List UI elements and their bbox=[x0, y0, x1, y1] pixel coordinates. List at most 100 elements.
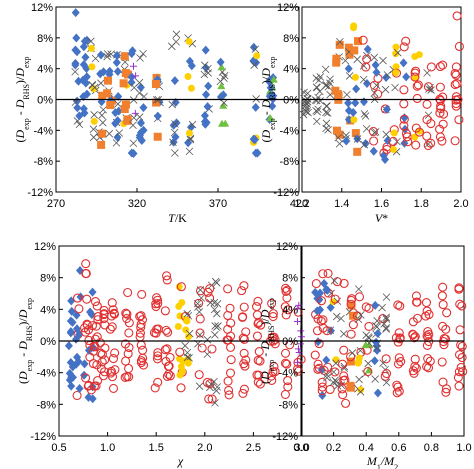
point-circle bbox=[282, 359, 292, 369]
point-circle bbox=[207, 394, 217, 404]
point-circle bbox=[269, 361, 279, 371]
point-diamond bbox=[216, 57, 225, 67]
y-tick-label: -4% bbox=[33, 125, 53, 137]
point-circle bbox=[421, 298, 432, 308]
point-circle bbox=[239, 348, 249, 358]
point-circle bbox=[316, 296, 327, 306]
point-dot bbox=[185, 332, 193, 340]
point-cross bbox=[211, 399, 219, 407]
y-tick-label: 4% bbox=[283, 64, 299, 76]
point-square bbox=[123, 115, 132, 124]
point-circle bbox=[441, 387, 451, 397]
point-circle bbox=[450, 80, 460, 90]
point-diamond bbox=[136, 82, 145, 92]
point-diamond bbox=[136, 118, 145, 128]
point-cross bbox=[181, 341, 189, 350]
point-diamond bbox=[400, 113, 409, 123]
point-circle bbox=[108, 383, 119, 393]
point-triangle bbox=[269, 75, 278, 83]
point-circle bbox=[399, 99, 409, 109]
point-cross bbox=[91, 54, 100, 63]
point-circle bbox=[121, 308, 131, 318]
point-diamond bbox=[322, 355, 331, 365]
point-cross bbox=[391, 83, 399, 92]
point-cross bbox=[220, 99, 228, 107]
point-cross bbox=[379, 359, 387, 367]
point-cross bbox=[168, 100, 177, 109]
point-cross bbox=[324, 126, 332, 134]
point-circle bbox=[239, 281, 249, 291]
point-dot bbox=[187, 84, 195, 92]
point-cross bbox=[71, 67, 79, 76]
point-diamond bbox=[200, 117, 209, 127]
point-circle bbox=[337, 384, 347, 394]
point-dot bbox=[185, 129, 193, 137]
panel-2: -12% -8% -4% 0% 4% 8% 12% 1.2 1.4 1.6 1.8 2.0 V* (Dex… bbox=[259, 2, 469, 225]
point-diamond bbox=[67, 381, 76, 391]
point-circle bbox=[369, 80, 379, 90]
point-cross bbox=[299, 110, 308, 119]
data-points bbox=[299, 11, 464, 164]
point-circle bbox=[435, 82, 445, 92]
point-circle bbox=[346, 329, 356, 339]
point-circle bbox=[408, 330, 418, 340]
x-tick-label: 0.4 bbox=[359, 442, 374, 454]
point-square bbox=[120, 52, 129, 61]
point-cross bbox=[345, 72, 354, 80]
point-cross bbox=[382, 313, 390, 322]
point-circle bbox=[422, 115, 432, 125]
y-tick-label: 8% bbox=[283, 33, 299, 45]
point-cross bbox=[378, 303, 386, 312]
point-dot bbox=[184, 72, 192, 80]
point-circle bbox=[95, 338, 105, 348]
point-circle bbox=[224, 385, 234, 395]
point-circle bbox=[316, 316, 326, 326]
point-circle bbox=[458, 367, 468, 377]
point-circle bbox=[81, 373, 91, 383]
point-diamond bbox=[371, 300, 380, 310]
point-cross bbox=[356, 311, 365, 319]
point-diamond bbox=[96, 50, 105, 60]
point-circle bbox=[281, 286, 291, 296]
point-cross bbox=[322, 108, 330, 117]
point-circle bbox=[364, 321, 374, 331]
point-diamond bbox=[72, 33, 81, 43]
point-circle bbox=[253, 377, 263, 387]
x-tick-label: 0.8 bbox=[424, 442, 439, 454]
y-tick-label: 0% bbox=[283, 95, 299, 107]
point-cross bbox=[212, 309, 221, 318]
point-circle bbox=[207, 344, 217, 354]
point-circle bbox=[92, 301, 102, 311]
point-diamond bbox=[105, 69, 114, 79]
point-cross bbox=[129, 139, 138, 148]
point-circle bbox=[223, 284, 233, 294]
point-circle bbox=[393, 382, 403, 392]
point-circle bbox=[107, 322, 117, 332]
point-circle bbox=[393, 359, 404, 369]
point-square bbox=[98, 91, 107, 100]
point-diamond bbox=[171, 97, 180, 107]
point-triangle bbox=[217, 63, 226, 71]
point-circle bbox=[369, 136, 379, 146]
point-cross bbox=[129, 121, 137, 130]
point-cross bbox=[382, 293, 391, 301]
point-cross bbox=[336, 37, 344, 46]
point-circle bbox=[330, 294, 340, 304]
y-tick-label: -4% bbox=[278, 368, 298, 380]
point-circle bbox=[160, 306, 170, 316]
point-cross bbox=[330, 276, 339, 285]
point-cross bbox=[213, 300, 222, 308]
point-diamond bbox=[80, 108, 89, 118]
point-diamond bbox=[402, 72, 411, 82]
point-cross bbox=[370, 89, 379, 97]
point-dot bbox=[390, 129, 398, 137]
x-tick-label: 0.0 bbox=[293, 442, 308, 454]
point-circle bbox=[293, 366, 304, 376]
point-triangle bbox=[217, 82, 226, 90]
point-circle bbox=[311, 279, 321, 289]
point-diamond bbox=[372, 337, 381, 347]
point-circle bbox=[110, 348, 120, 358]
point-diamond bbox=[382, 73, 391, 83]
point-circle bbox=[195, 286, 206, 296]
point-circle bbox=[281, 283, 291, 293]
